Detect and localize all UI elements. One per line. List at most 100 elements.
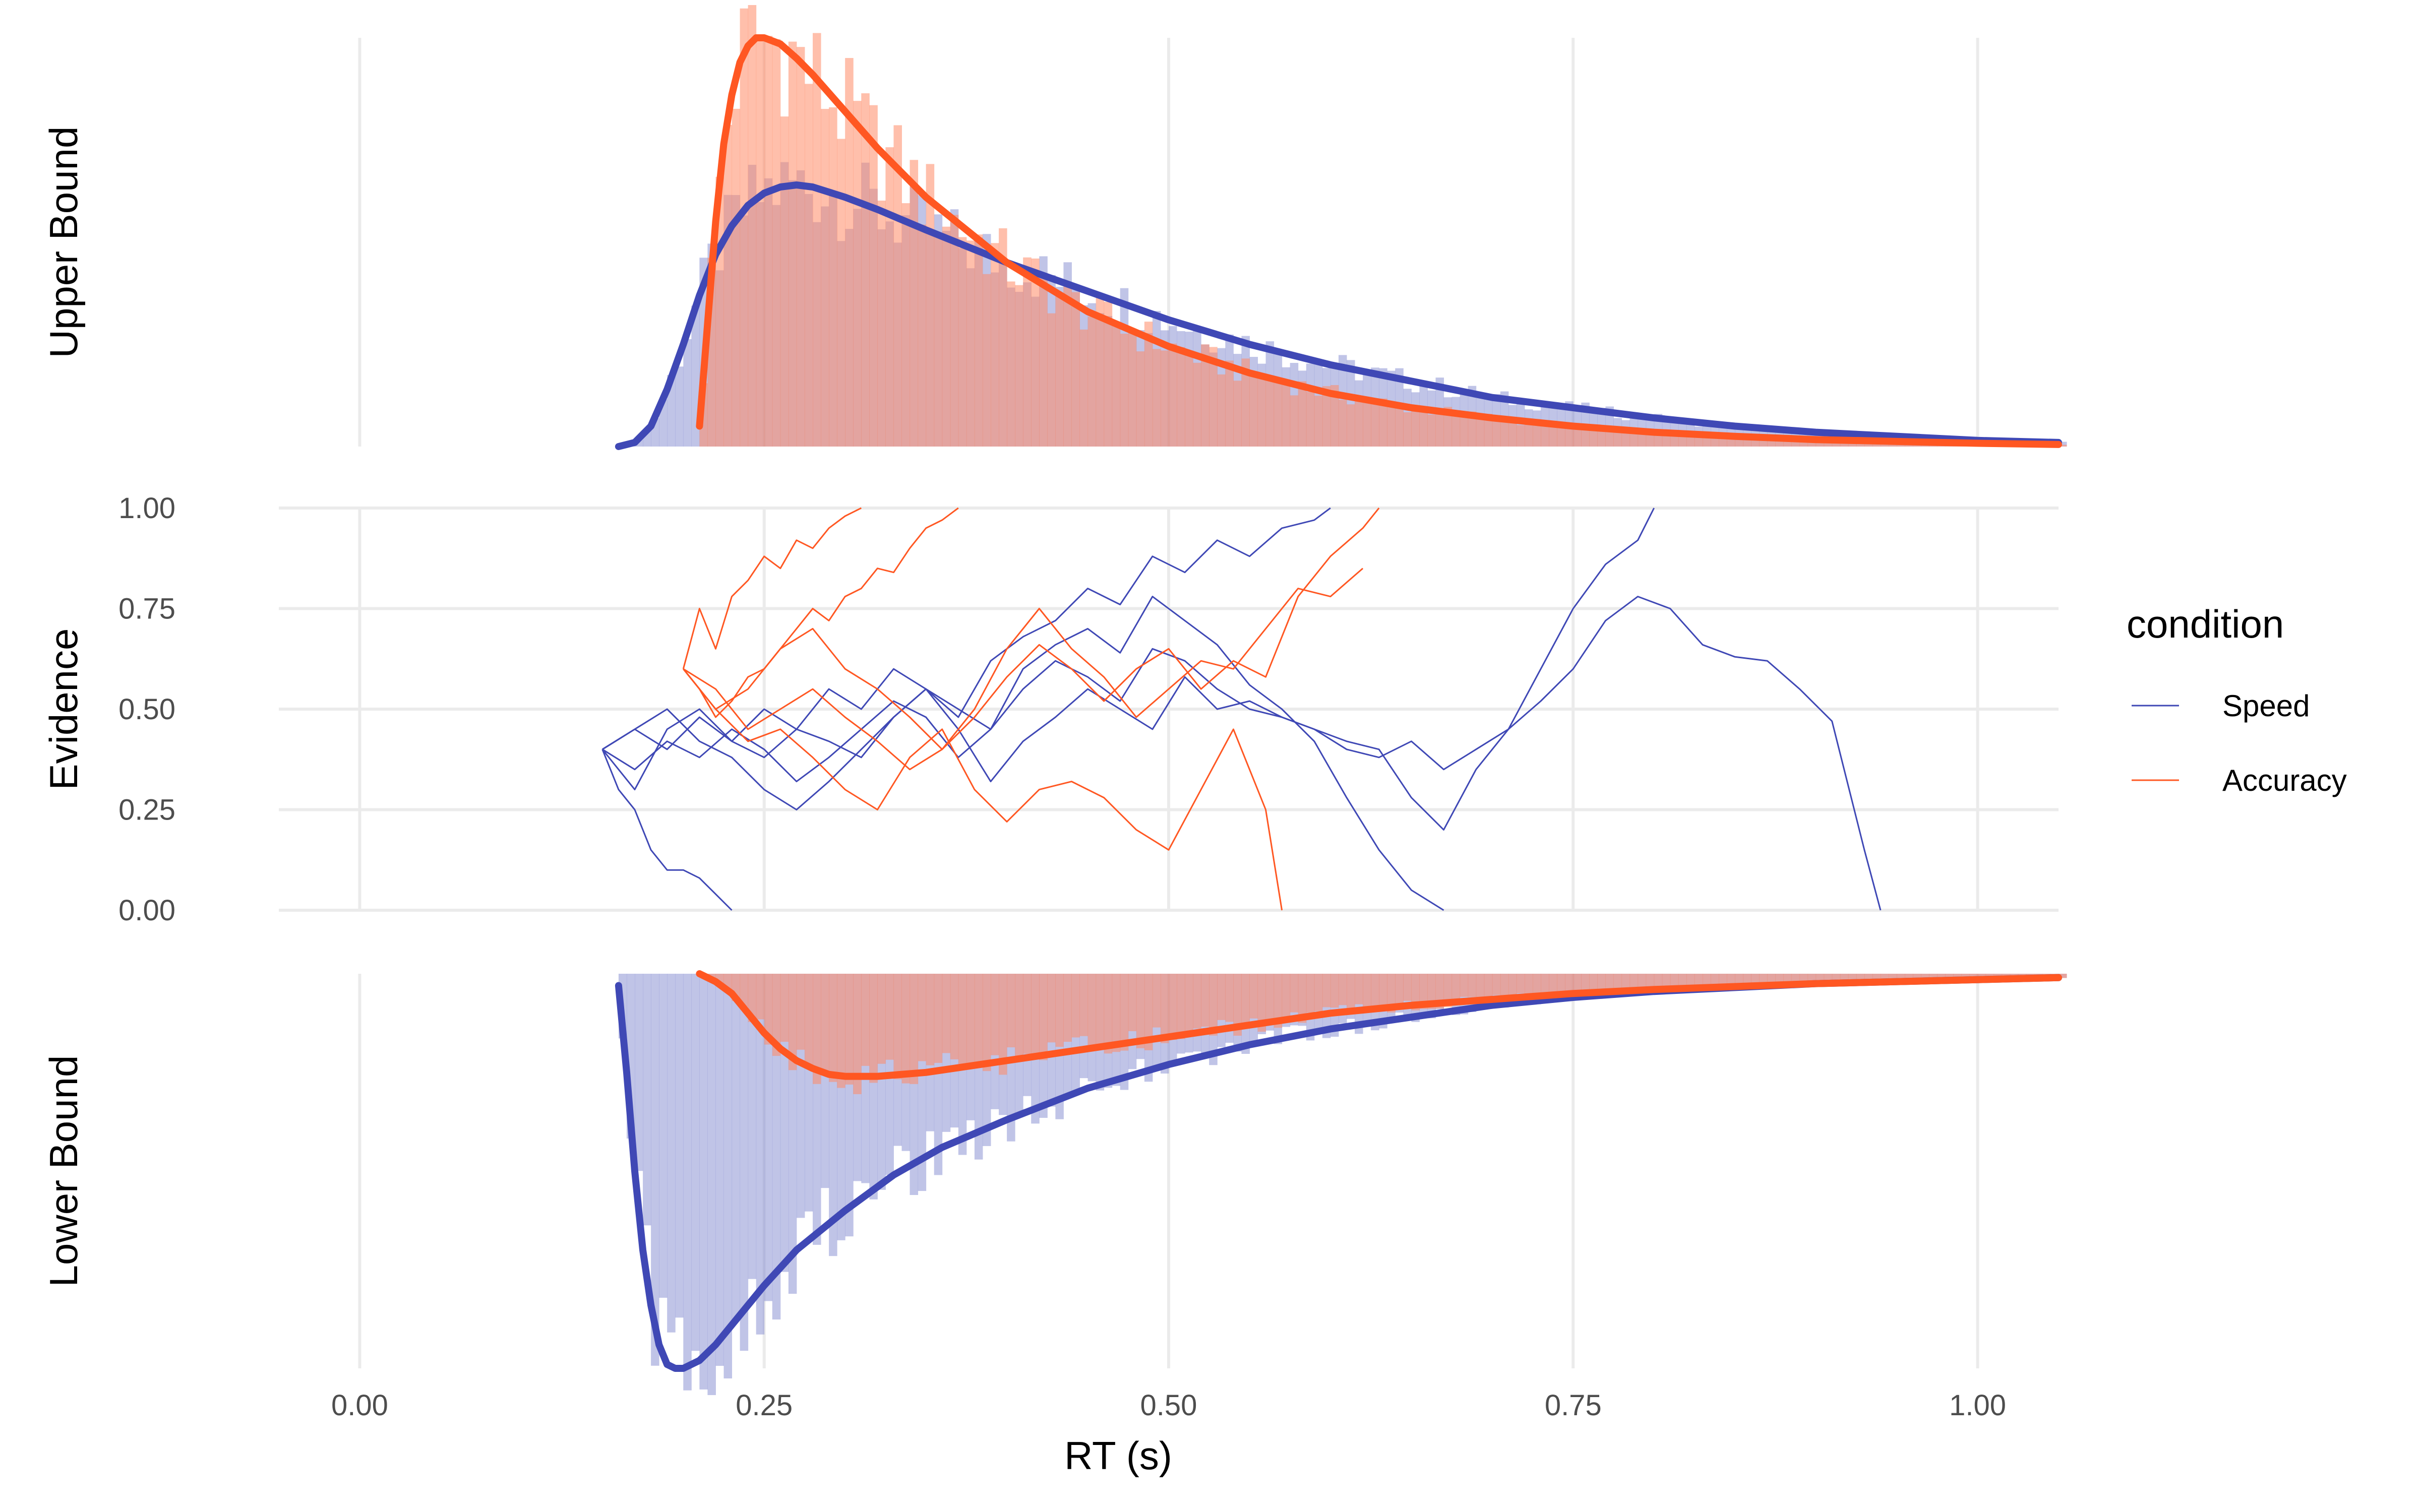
hist-bar — [1549, 974, 1557, 997]
hist-bar — [991, 243, 999, 447]
hist-bar — [966, 974, 975, 1063]
legend-label-speed: Speed — [2222, 689, 2310, 723]
hist-bar — [659, 974, 668, 1298]
hist-bar — [732, 974, 741, 1319]
hist-bar — [2059, 974, 2067, 978]
hist-bar — [1079, 974, 1088, 1036]
hist-bar — [1282, 383, 1291, 447]
hist-bar — [918, 974, 927, 1061]
hist-bar — [1492, 974, 1501, 995]
hist-bar — [910, 974, 919, 1084]
hist-bar — [1581, 974, 1590, 990]
hist-bar — [958, 237, 967, 447]
hist-bar — [1031, 974, 1040, 1057]
hist-bar — [1379, 974, 1387, 1008]
hist-bar — [1055, 294, 1064, 447]
hist-bar — [1160, 974, 1169, 1043]
hist-bar — [1363, 974, 1371, 1012]
hist-bar — [877, 974, 886, 1064]
evidence-path-speed — [602, 596, 1882, 911]
hist-bar — [667, 974, 676, 1333]
hist-bar — [1419, 974, 1428, 1009]
hist-bar — [651, 974, 659, 1366]
hist-bar — [1007, 281, 1015, 447]
density-curve-speed — [615, 181, 2062, 450]
hist-bar — [1403, 974, 1412, 1001]
hist-bar — [683, 974, 692, 1391]
hist-bar — [1152, 349, 1161, 447]
hist-bar — [1468, 974, 1477, 997]
hist-bar — [1112, 974, 1121, 1052]
hist-bar — [796, 47, 805, 447]
hist-bar — [1451, 974, 1461, 1001]
hist-bar — [942, 226, 951, 447]
hist-bar — [1144, 322, 1153, 447]
hist-bar — [1775, 974, 1784, 983]
hist-bar — [1128, 974, 1137, 1031]
hist-bar — [635, 974, 643, 1171]
hist-bar — [1840, 441, 1849, 447]
hist-bar — [1379, 398, 1387, 447]
hist-bar — [1047, 974, 1056, 1043]
hist-bar — [723, 974, 733, 1378]
hist-bar — [1322, 974, 1331, 1007]
hist-bar — [1605, 974, 1614, 989]
y-tick-label: 0.25 — [118, 794, 175, 827]
x-tick-label: 0.00 — [331, 1389, 388, 1422]
hist-bar — [772, 39, 781, 447]
hist-bar — [918, 224, 927, 447]
evidence-path-speed — [602, 596, 1444, 911]
hist-bar — [748, 5, 757, 447]
hist-bar — [1525, 974, 1533, 998]
hist-bar — [1403, 412, 1412, 447]
hist-bar — [756, 974, 765, 1335]
hist-bar — [1557, 423, 1565, 447]
hist-bar — [1565, 974, 1574, 992]
hist-bar — [1217, 974, 1226, 1020]
hist-bar — [974, 234, 983, 447]
hist-bar — [991, 974, 999, 1055]
hist-bar — [1233, 381, 1242, 447]
hist-bar — [1443, 974, 1453, 1007]
hist-bar — [691, 974, 700, 1351]
hist-bar — [1355, 974, 1363, 1004]
hist-bar — [1217, 374, 1226, 447]
hist-bar — [1257, 974, 1266, 1032]
hist-bar — [1371, 974, 1379, 1012]
hist-bar — [1298, 381, 1307, 447]
hist-bar — [1525, 423, 1533, 447]
hist-bar — [1177, 974, 1185, 1039]
hist-bar — [1274, 974, 1283, 1028]
hist-bar — [740, 974, 749, 1007]
hist-bar — [1589, 974, 1598, 990]
hist-bar — [804, 974, 813, 1067]
hist-bar — [1646, 974, 1655, 989]
hist-bar — [1071, 292, 1080, 447]
hist-bar — [780, 116, 789, 447]
hist-bar — [1177, 347, 1185, 447]
hist-bar — [1395, 974, 1404, 1004]
evidence-path-accuracy — [683, 668, 1283, 911]
hist-bar — [1322, 386, 1331, 447]
hist-bar — [845, 58, 854, 447]
x-axis-title: RT (s) — [1064, 1433, 1172, 1478]
hist-bar — [1249, 974, 1258, 1019]
hist-bar — [1387, 402, 1396, 447]
hist-bar — [723, 124, 733, 447]
hist-bar — [1460, 974, 1469, 997]
hist-bar — [1104, 301, 1113, 447]
legend: condition Speed Accuracy — [2127, 602, 2347, 797]
hist-bar — [1265, 375, 1275, 447]
hist-bar — [1573, 429, 1582, 447]
hist-bar — [1363, 402, 1371, 447]
hist-bar — [756, 37, 765, 447]
hist-bar — [901, 203, 911, 447]
hist-bar — [1290, 395, 1299, 447]
hist-bar — [1460, 412, 1469, 447]
hist-bar — [1468, 411, 1477, 447]
hist-bar — [1241, 974, 1250, 1024]
evidence-path-speed — [601, 508, 1655, 831]
hist-bar — [1290, 974, 1299, 1013]
hist-bar — [1355, 398, 1363, 447]
hist-bar — [1435, 414, 1444, 447]
